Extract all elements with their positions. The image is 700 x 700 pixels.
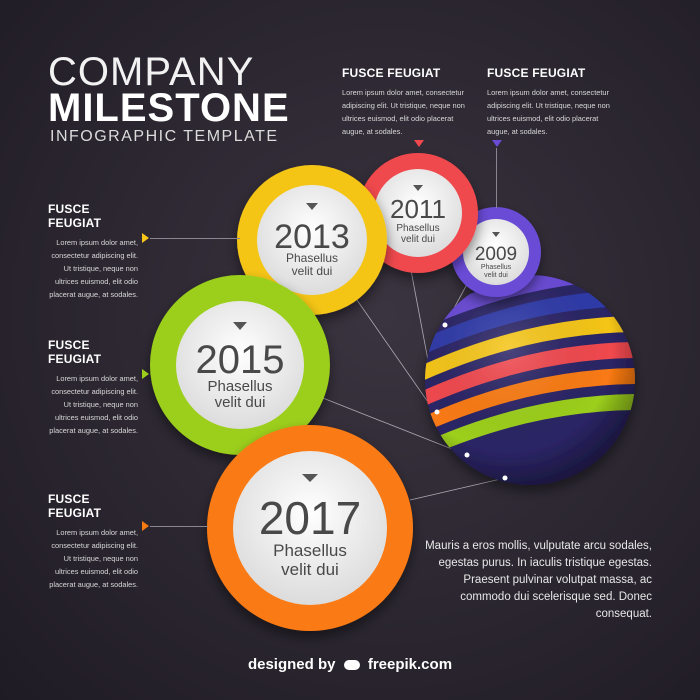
sub1-2015: Phasellus bbox=[207, 378, 272, 395]
sub1-2009: Phasellus bbox=[481, 264, 512, 271]
sub2-2015: velit dui bbox=[215, 394, 266, 411]
credit-brand: freepik.com bbox=[367, 656, 453, 673]
milestone-2013: 2013 Phasellus velit dui bbox=[237, 165, 387, 315]
year-2009: 2009 bbox=[475, 244, 517, 265]
callout-heading: FUSCE FEUGIAT bbox=[342, 66, 441, 80]
connector-2013 bbox=[150, 238, 240, 239]
pointer-2013 bbox=[306, 203, 318, 210]
callout-heading: FUSCE FEUGIAT bbox=[48, 202, 102, 230]
pointer-2015 bbox=[233, 322, 247, 330]
pointer-2011 bbox=[413, 185, 423, 191]
striped-sphere bbox=[425, 275, 635, 485]
callout-2013: FUSCE FEUGIAT Lorem ipsum dolor amet, co… bbox=[48, 202, 138, 301]
sub1-2011: Phasellus bbox=[396, 223, 439, 234]
callout-heading: FUSCE FEUGIAT bbox=[48, 338, 102, 366]
disc-2011 bbox=[374, 169, 462, 257]
sub1-2013: Phasellus bbox=[286, 251, 338, 265]
credit-footer[interactable]: designed by freepik.com bbox=[0, 656, 700, 673]
year-2011: 2011 bbox=[390, 194, 446, 224]
credit-prefix: designed by bbox=[247, 656, 336, 673]
arrow-2013 bbox=[142, 233, 149, 243]
freepik-logo-icon bbox=[343, 660, 360, 671]
callout-2015: FUSCE FEUGIAT Lorem ipsum dolor amet, co… bbox=[48, 338, 138, 437]
arrow-2017 bbox=[142, 521, 149, 531]
connector-2009 bbox=[496, 148, 497, 208]
callout-heading: FUSCE FEUGIAT bbox=[487, 66, 586, 80]
connector-2017 bbox=[150, 526, 208, 527]
arrow-2011 bbox=[414, 140, 424, 147]
callout-text: Lorem ipsum dolor amet, consectetur adip… bbox=[487, 88, 610, 136]
title-milestone: MILESTONE bbox=[48, 86, 290, 130]
callout-text: Lorem ipsum dolor amet, consectetur adip… bbox=[49, 238, 138, 299]
sub2-2009: velit dui bbox=[484, 272, 508, 279]
year-2017: 2017 bbox=[259, 492, 361, 544]
callout-2009: FUSCE FEUGIAT Lorem ipsum dolor amet, co… bbox=[487, 66, 617, 138]
milestone-2015: 2015 Phasellus velit dui bbox=[150, 275, 330, 455]
pointer-2009 bbox=[492, 232, 500, 237]
sub2-2017: velit dui bbox=[281, 560, 339, 579]
callout-text: Lorem ipsum dolor amet, consectetur adip… bbox=[49, 374, 138, 435]
callout-text: Lorem ipsum dolor amet, consectetur adip… bbox=[342, 88, 465, 136]
year-2013: 2013 bbox=[274, 218, 350, 256]
sub2-2013: velit dui bbox=[292, 264, 333, 278]
milestone-2011: 2011 Phasellus velit dui bbox=[358, 153, 478, 273]
callout-2017: FUSCE FEUGIAT Lorem ipsum dolor amet, co… bbox=[48, 492, 138, 591]
title-subtitle: INFOGRAPHIC TEMPLATE bbox=[50, 128, 279, 145]
arrow-2009 bbox=[492, 140, 502, 147]
disc-2015 bbox=[176, 301, 304, 429]
disc-2009 bbox=[463, 219, 529, 285]
disc-2013 bbox=[257, 185, 367, 295]
callout-heading: FUSCE FEUGIAT bbox=[48, 492, 102, 520]
sub2-2011: velit dui bbox=[401, 234, 435, 245]
arrow-2015 bbox=[142, 369, 149, 379]
callout-2011: FUSCE FEUGIAT Lorem ipsum dolor amet, co… bbox=[342, 66, 472, 138]
pointer-2017 bbox=[302, 474, 318, 482]
callout-text: Lorem ipsum dolor amet, consectetur adip… bbox=[49, 528, 138, 589]
body-paragraph: Mauris a eros mollis, vulputate arcu sod… bbox=[425, 540, 652, 620]
disc-2017 bbox=[233, 451, 387, 605]
year-2015: 2015 bbox=[196, 338, 285, 382]
sphere-dots bbox=[434, 322, 508, 481]
milestone-2017: 2017 Phasellus velit dui bbox=[207, 425, 413, 631]
sub1-2017: Phasellus bbox=[273, 541, 347, 560]
title-company: COMPANY bbox=[48, 50, 255, 94]
